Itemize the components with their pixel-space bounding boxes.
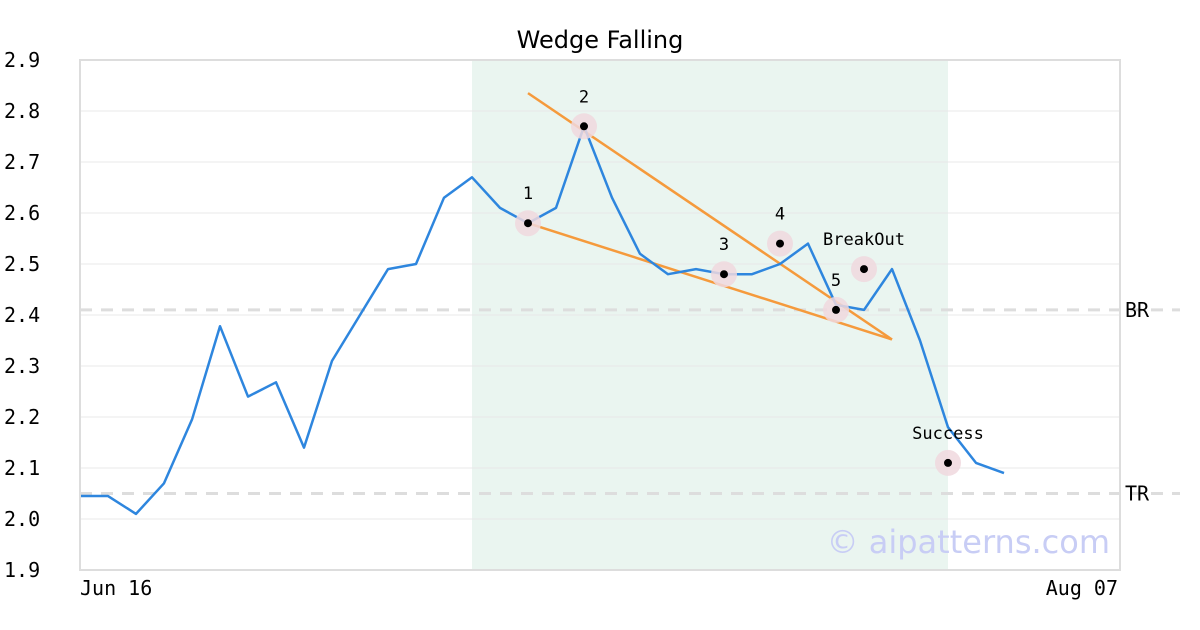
reference-lines-layer: BR TR [80, 298, 1180, 506]
y-tick-label: 2.8 [4, 99, 40, 123]
point-marker-success [944, 458, 952, 467]
y-tick-label: 2.1 [4, 456, 40, 480]
y-tick-label: 2.9 [4, 48, 40, 72]
point-marker-1 [524, 219, 532, 228]
y-axis-ticks: 1.9 2.0 2.1 2.2 2.3 2.4 2.5 2.6 2.7 2.8 2.9 [4, 48, 40, 582]
plot-frame [79, 59, 1121, 571]
point-marker-breakout [860, 265, 868, 274]
point-marker-5 [832, 305, 840, 314]
y-tick-label: 2.4 [4, 303, 40, 327]
y-tick-label: 2.3 [4, 354, 40, 378]
point-label-success: Success [912, 424, 984, 444]
x-tick-label-start: Jun 16 [80, 576, 152, 600]
point-marker-3 [720, 270, 728, 279]
point-marker-2 [580, 122, 588, 131]
y-tick-label: 1.9 [4, 558, 40, 582]
series-layer [80, 125, 1005, 516]
point-label-4: 4 [775, 205, 785, 225]
reference-line-label-br: BR [1125, 298, 1150, 322]
y-tick-label: 2.5 [4, 252, 40, 276]
watermark: © aipatterns.com [827, 523, 1110, 561]
point-marker-4 [776, 239, 784, 248]
points-layer: 1 2 3 4 5 BreakOut Success [515, 87, 984, 476]
price-series-line [80, 125, 1005, 516]
chart-title: Wedge Falling [517, 26, 684, 54]
x-tick-label-end: Aug 07 [1046, 576, 1118, 600]
point-label-2: 2 [579, 87, 589, 107]
y-tick-label: 2.2 [4, 405, 40, 429]
point-label-5: 5 [831, 271, 841, 291]
y-tick-label: 2.6 [4, 201, 40, 225]
point-label-3: 3 [719, 235, 729, 255]
y-tick-label: 2.0 [4, 507, 40, 531]
y-tick-label: 2.7 [4, 150, 40, 174]
reference-line-label-tr: TR [1125, 482, 1150, 506]
point-label-breakout: BreakOut [823, 230, 905, 250]
point-label-1: 1 [523, 184, 533, 204]
